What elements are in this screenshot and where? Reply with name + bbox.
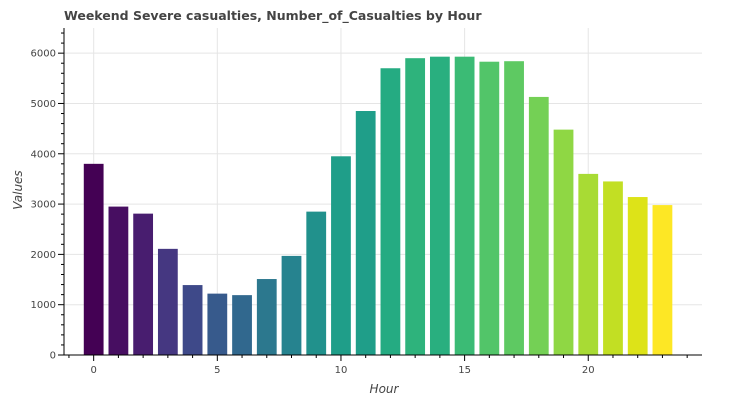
bar-hour-10 bbox=[331, 156, 351, 355]
bar-hour-6 bbox=[232, 295, 252, 355]
y-tick-label: 6000 bbox=[31, 49, 56, 60]
bar-hour-8 bbox=[281, 255, 302, 355]
bar-hour-17 bbox=[504, 61, 524, 356]
bar-hour-7 bbox=[256, 279, 277, 355]
chart-title: Weekend Severe casualties, Number_of_Cas… bbox=[64, 8, 482, 24]
y-tick-label: 1000 bbox=[31, 300, 56, 311]
y-tick-label: 3000 bbox=[31, 200, 56, 211]
bar-hour-12 bbox=[380, 68, 401, 355]
bar-hour-19 bbox=[553, 129, 574, 355]
bar-hour-18 bbox=[528, 96, 549, 355]
x-tick-label: 20 bbox=[582, 365, 595, 376]
bars bbox=[83, 56, 673, 356]
bar-hour-23 bbox=[652, 205, 673, 355]
x-tick-label: 15 bbox=[458, 365, 471, 376]
bar-hour-15 bbox=[454, 56, 475, 355]
axes bbox=[63, 28, 702, 356]
bar-hour-16 bbox=[479, 61, 500, 356]
y-axis-label: Values bbox=[11, 170, 25, 209]
y-tick-label: 5000 bbox=[31, 99, 56, 110]
bar-hour-13 bbox=[405, 58, 426, 355]
x-tick-label: 10 bbox=[335, 365, 348, 376]
x-tick-label: 5 bbox=[214, 365, 220, 376]
x-axis-ticks: 0 5 10 15 20 bbox=[68, 355, 688, 376]
y-tick-label: 2000 bbox=[31, 250, 56, 261]
bar-hour-20 bbox=[578, 173, 599, 355]
x-axis-label: Hour bbox=[370, 382, 400, 396]
bar-hour-0 bbox=[83, 163, 104, 355]
bar-hour-1 bbox=[108, 206, 129, 355]
y-tick-label: 4000 bbox=[31, 149, 56, 160]
bar-hour-9 bbox=[306, 211, 327, 355]
y-axis-ticks: 0 1000 2000 3000 4000 5000 6000 bbox=[31, 32, 64, 362]
bar-hour-2 bbox=[133, 213, 154, 355]
y-tick-label: 0 bbox=[50, 351, 56, 362]
bar-hour-11 bbox=[355, 111, 376, 355]
bar-hour-22 bbox=[627, 197, 648, 355]
bar-hour-3 bbox=[157, 248, 178, 355]
bar-hour-14 bbox=[429, 56, 450, 355]
bar-hour-4 bbox=[182, 285, 203, 355]
x-tick-label: 0 bbox=[90, 365, 96, 376]
bar-hour-5 bbox=[207, 293, 228, 355]
bar-hour-21 bbox=[603, 181, 623, 355]
